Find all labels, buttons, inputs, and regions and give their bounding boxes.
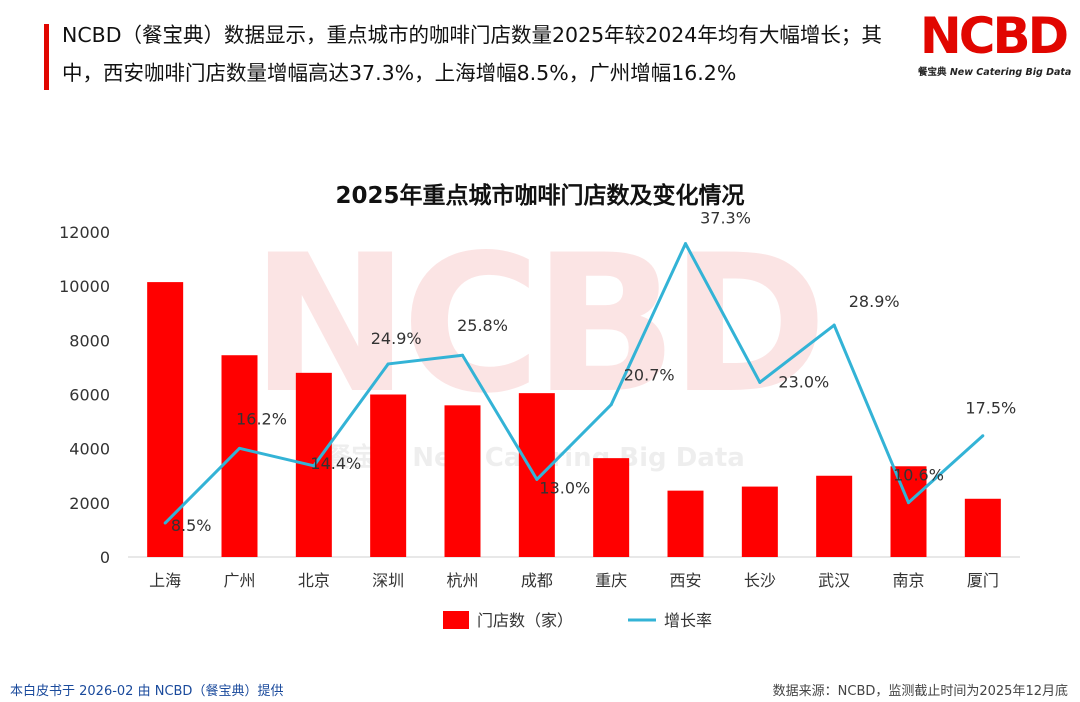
growth-rate-point [981, 434, 985, 438]
y-tick-label: 0 [100, 548, 110, 567]
headline: NCBD（餐宝典）数据显示，重点城市的咖啡门店数量2025年较2024年均有大幅… [62, 23, 882, 85]
bar [816, 475, 853, 557]
growth-rate-point [609, 403, 613, 407]
growth-rate-point [907, 501, 910, 505]
growth-rate-label: 25.8% [457, 316, 508, 335]
bar [444, 405, 481, 557]
bar [593, 458, 630, 557]
chart-title: 2025年重点城市咖啡门店数及变化情况 [335, 183, 745, 209]
y-tick-label: 2000 [69, 494, 110, 513]
growth-rate-point [238, 446, 241, 450]
growth-rate-label: 23.0% [778, 372, 829, 391]
growth-rate-point [386, 362, 390, 366]
logo-mark: NCBD [919, 7, 1069, 65]
ncbd-logo: NCBD 餐宝典 New Catering Big Data [918, 6, 1072, 78]
x-tick-label: 广州 [223, 571, 255, 590]
logo-subtitle: 餐宝典 New Catering Big Data [918, 67, 1072, 78]
bar [221, 355, 258, 557]
growth-rate-point [535, 477, 539, 481]
growth-rate-label: 28.9% [849, 292, 900, 311]
growth-rate-label: 20.7% [624, 366, 675, 385]
x-tick-label: 杭州 [446, 571, 478, 590]
growth-rate-point [832, 323, 836, 327]
footer-source-note: 数据来源：NCBD，监测截止时间为2025年12月底 [772, 684, 1068, 699]
bar [741, 486, 778, 557]
y-tick-label: 4000 [69, 440, 110, 459]
y-tick-label: 6000 [69, 386, 110, 405]
headline-accent-bar [44, 24, 49, 90]
y-tick-label: 8000 [69, 331, 110, 350]
footer-provider-note: 本白皮书于 2026-02 由 NCBD（餐宝典）提供 [10, 684, 284, 699]
legend-bar-swatch [443, 611, 469, 629]
x-tick-label: 西安 [669, 571, 701, 590]
bar [964, 498, 1001, 557]
growth-rate-line [164, 242, 984, 525]
x-tick-label: 成都 [521, 571, 553, 590]
x-tick-label: 武汉 [818, 571, 850, 590]
y-tick-label: 10000 [59, 277, 110, 296]
growth-rate-label: 24.9% [371, 329, 422, 348]
growth-rate-label: 16.2% [236, 409, 287, 428]
bar [667, 490, 704, 557]
growth-rate-point [758, 380, 762, 384]
bar [370, 394, 407, 557]
growth-rate-label: 10.6% [893, 466, 944, 485]
y-tick-label: 12000 [59, 223, 110, 242]
x-tick-label: 重庆 [595, 571, 627, 590]
growth-rate-label: 17.5% [965, 399, 1016, 418]
x-tick-label: 北京 [298, 571, 330, 590]
growth-rate-point [312, 464, 316, 468]
bar [518, 393, 555, 557]
growth-rate-label: 8.5% [171, 516, 212, 535]
growth-rate-point [684, 242, 687, 246]
x-tick-label: 南京 [892, 571, 924, 590]
growth-rate-label: 14.4% [310, 454, 361, 473]
x-tick-label: 厦门 [967, 571, 999, 590]
growth-rate-label: 37.3% [700, 209, 751, 228]
growth-rate-label: 13.0% [539, 478, 590, 497]
legend-bar-label: 门店数（家） [477, 611, 573, 630]
x-tick-label: 深圳 [372, 571, 404, 590]
growth-rate-point [163, 521, 167, 525]
bar [890, 466, 927, 557]
growth-rate-point [461, 353, 464, 357]
x-tick-label: 上海 [149, 571, 181, 590]
legend-line-label: 增长率 [664, 611, 712, 630]
x-tick-label: 长沙 [744, 571, 776, 590]
